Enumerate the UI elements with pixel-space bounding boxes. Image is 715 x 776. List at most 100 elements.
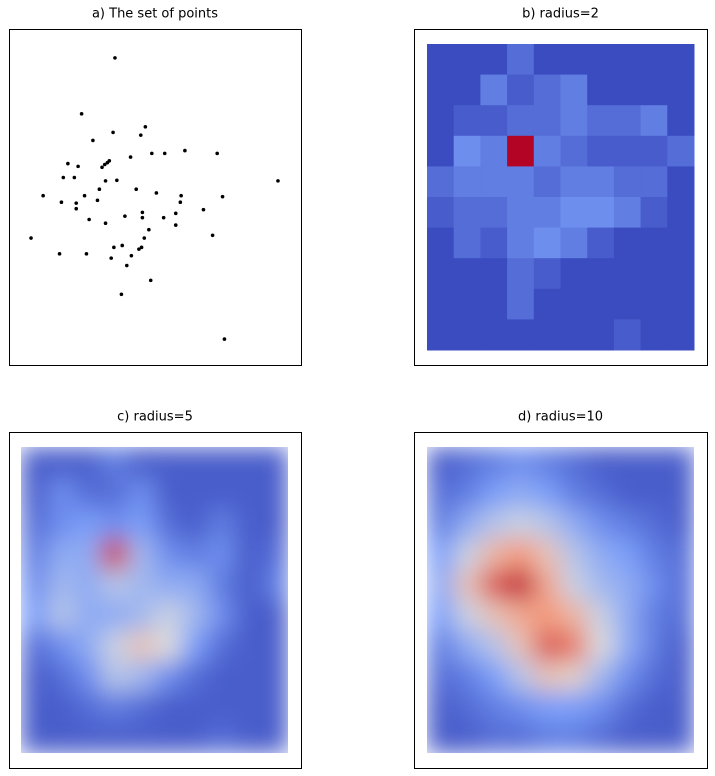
- cell: [507, 569, 535, 601]
- cell: [667, 227, 695, 259]
- cell: [613, 135, 642, 167]
- cell: [560, 691, 588, 723]
- cell: [181, 477, 209, 509]
- point: [102, 162, 107, 167]
- cell: [587, 74, 615, 106]
- cell: [533, 691, 561, 723]
- cell: [427, 74, 455, 106]
- axes-frame: [9, 432, 302, 769]
- cell: [453, 44, 481, 76]
- cell: [21, 569, 49, 601]
- cell: [101, 661, 129, 693]
- point: [139, 245, 144, 250]
- cell: [127, 477, 155, 509]
- cell: [154, 630, 182, 662]
- cell: [101, 477, 129, 509]
- panel: b) radius=2: [414, 7, 708, 366]
- cell: [533, 722, 561, 753]
- cell: [533, 477, 561, 509]
- cell: [640, 508, 668, 540]
- cell: [127, 569, 155, 601]
- point: [74, 206, 79, 211]
- cell: [507, 508, 535, 540]
- cell: [640, 166, 668, 198]
- cell: [640, 105, 668, 137]
- cell: [21, 538, 49, 570]
- panel-title: c) radius=5: [117, 410, 193, 425]
- cell: [261, 477, 288, 509]
- cell: [261, 691, 288, 723]
- cell: [453, 600, 481, 632]
- cell: [453, 691, 481, 723]
- cell: [560, 447, 588, 479]
- cell: [181, 538, 209, 570]
- cell: [613, 74, 642, 106]
- point: [105, 160, 110, 165]
- cell: [667, 319, 695, 351]
- point: [76, 164, 80, 169]
- cell: [234, 508, 262, 540]
- cell: [453, 258, 481, 290]
- cell: [427, 691, 455, 723]
- cell: [234, 722, 262, 753]
- point: [161, 215, 166, 220]
- point: [137, 247, 141, 251]
- cell: [587, 661, 615, 693]
- cell: [480, 227, 508, 259]
- cell: [507, 319, 535, 351]
- point: [162, 151, 167, 156]
- cell: [74, 600, 102, 632]
- point: [113, 56, 117, 60]
- point: [201, 207, 206, 212]
- cell: [427, 538, 455, 570]
- cell: [667, 630, 694, 662]
- cell: [640, 477, 668, 509]
- cell: [587, 508, 615, 540]
- cell: [560, 166, 588, 198]
- point: [210, 233, 215, 238]
- panel-title: d) radius=10: [518, 410, 603, 425]
- cell: [507, 288, 535, 320]
- cell: [587, 600, 615, 632]
- cell: [181, 691, 209, 723]
- cell: [74, 508, 102, 540]
- cell: [480, 600, 508, 632]
- cell: [47, 477, 75, 509]
- cell: [154, 691, 182, 723]
- cell: [533, 508, 561, 540]
- cell: [47, 600, 75, 632]
- cell: [587, 630, 615, 662]
- cell: [154, 661, 182, 693]
- cell: [207, 447, 236, 479]
- cell: [427, 447, 455, 479]
- cell: [533, 288, 561, 320]
- heatmap-image: [21, 447, 288, 753]
- cell: [613, 569, 642, 601]
- cell: [533, 447, 561, 479]
- cell: [427, 44, 455, 76]
- point: [61, 175, 66, 180]
- cell: [453, 508, 481, 540]
- point: [128, 155, 133, 159]
- point: [29, 236, 33, 240]
- cell: [613, 197, 642, 229]
- cell: [640, 569, 668, 601]
- cell: [613, 538, 642, 570]
- cell: [667, 447, 694, 479]
- cell: [507, 197, 535, 229]
- point: [103, 221, 108, 226]
- cell: [154, 508, 182, 540]
- point: [72, 175, 77, 180]
- cell: [453, 227, 481, 259]
- cell: [101, 508, 129, 540]
- cell: [533, 600, 561, 632]
- cell: [261, 538, 288, 570]
- cell: [560, 258, 588, 290]
- point: [115, 178, 119, 183]
- cell: [207, 538, 236, 570]
- cell: [480, 135, 508, 167]
- cell: [427, 508, 455, 540]
- cell: [154, 569, 182, 601]
